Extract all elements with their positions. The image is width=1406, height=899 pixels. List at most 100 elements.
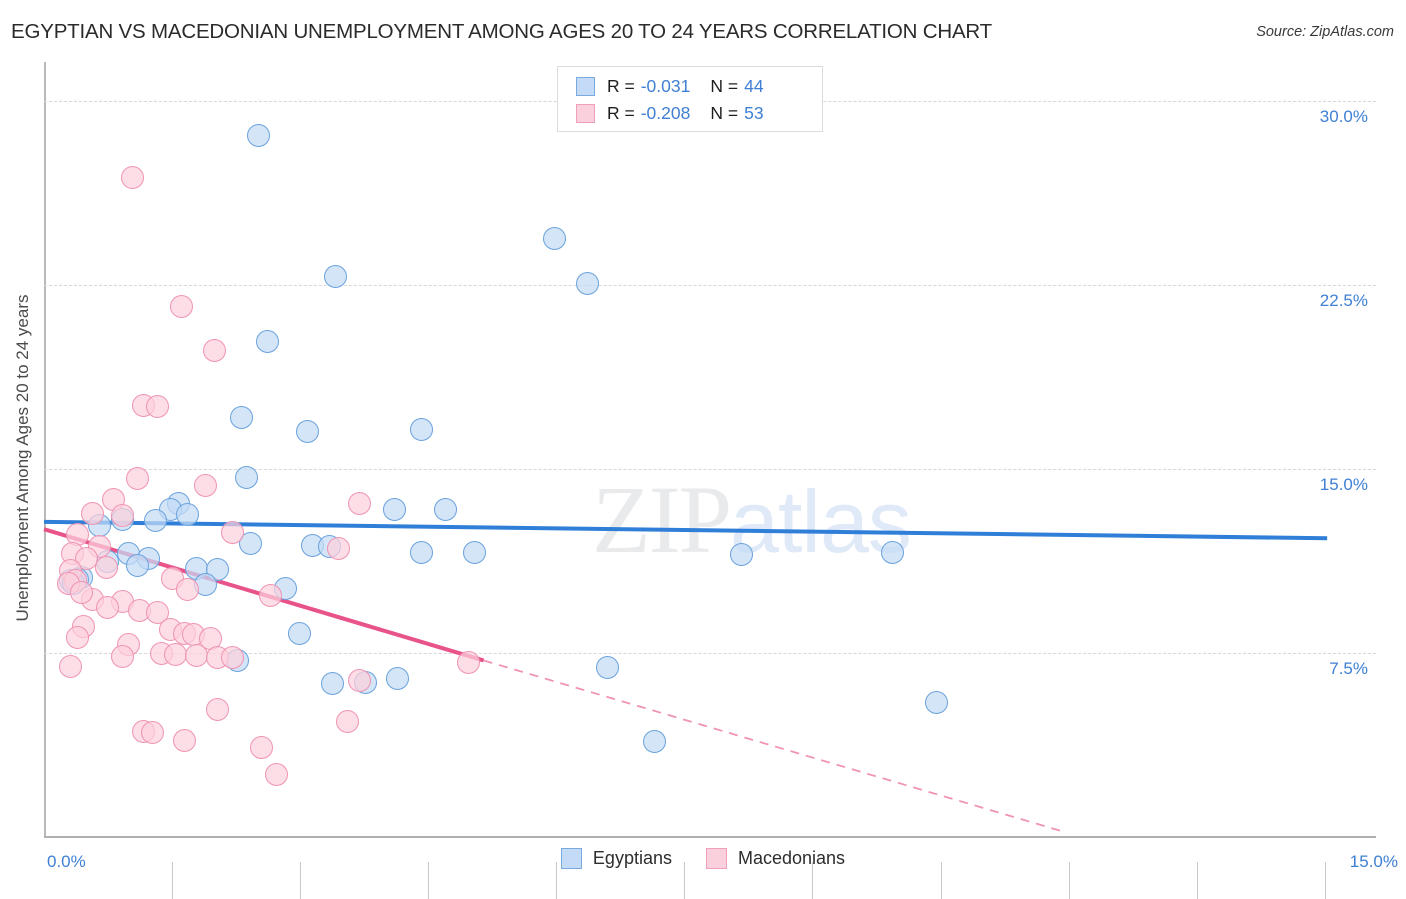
- gridline: [44, 469, 1376, 471]
- data-point-egyptians: [247, 124, 271, 148]
- source-label: Source: ZipAtlas.com: [1256, 24, 1394, 40]
- x-axis-tick: [684, 862, 686, 899]
- data-point-macedonians: [121, 165, 145, 189]
- macedonians-swatch-icon: [576, 104, 595, 123]
- data-point-egyptians: [238, 532, 262, 556]
- data-point-egyptians: [924, 690, 948, 714]
- egyptians-r-value: -0.031: [640, 76, 691, 96]
- data-point-egyptians: [543, 227, 567, 251]
- x-axis-tick: [556, 862, 558, 899]
- x-axis-tick: [812, 862, 814, 899]
- egyptians-r-label: R =: [607, 76, 635, 96]
- y-axis-tick-label: 15.0%: [1319, 475, 1368, 495]
- data-point-egyptians: [433, 498, 457, 522]
- data-point-macedonians: [265, 762, 289, 786]
- trend-lines: [43, 519, 1328, 832]
- page-title: EGYPTIAN VS MACEDONIAN UNEMPLOYMENT AMON…: [11, 20, 992, 43]
- y-axis-tick-label: 7.5%: [1329, 659, 1368, 679]
- data-point-macedonians: [336, 710, 360, 734]
- macedonians-r-label: R =: [607, 103, 635, 123]
- x-axis-line: [44, 836, 1376, 838]
- data-point-macedonians: [170, 294, 194, 318]
- legend-swatch-icon: [560, 848, 582, 869]
- stat-row-macedonians: R = -0.208 N = 53: [576, 100, 822, 127]
- data-point-egyptians: [296, 419, 320, 443]
- data-point-macedonians: [59, 655, 83, 679]
- macedonians-n-label: N =: [710, 103, 739, 123]
- data-point-macedonians: [194, 473, 218, 497]
- data-point-egyptians: [143, 509, 167, 533]
- y-axis-tick-label: 22.5%: [1319, 291, 1368, 311]
- data-point-macedonians: [172, 728, 196, 752]
- x-axis-tick: [940, 862, 942, 899]
- data-point-macedonians: [176, 577, 200, 601]
- statistics-legend: R = -0.031 N = 44 R = -0.208 N = 53: [557, 66, 823, 132]
- data-point-egyptians: [385, 667, 409, 691]
- data-point-macedonians: [163, 642, 187, 666]
- x-axis-tick: [1196, 862, 1198, 899]
- y-axis-tick-label: 30.0%: [1319, 107, 1368, 127]
- legend-label: Egyptians: [592, 848, 672, 868]
- data-point-macedonians: [69, 581, 93, 605]
- data-point-egyptians: [409, 418, 433, 442]
- y-axis-line: [44, 62, 46, 837]
- data-point-egyptians: [125, 554, 149, 578]
- data-point-egyptians: [643, 729, 667, 753]
- x-axis-tick: [1068, 862, 1070, 899]
- data-point-macedonians: [220, 521, 244, 545]
- data-point-macedonians: [110, 645, 134, 669]
- stat-row-egyptians: R = -0.031 N = 44: [576, 73, 822, 100]
- data-point-egyptians: [256, 330, 280, 354]
- data-point-macedonians: [81, 501, 105, 525]
- trend-line-extrapolation-macedonians: [483, 659, 1062, 832]
- data-point-egyptians: [383, 498, 407, 522]
- data-point-macedonians: [456, 651, 480, 675]
- series-legend: Egyptians Macedonians: [0, 848, 1406, 869]
- legend-entry-egyptians[interactable]: Egyptians: [560, 848, 672, 869]
- legend-entry-macedonians[interactable]: Macedonians: [705, 848, 846, 869]
- data-point-macedonians: [347, 491, 371, 515]
- legend-label: Macedonians: [737, 848, 846, 868]
- data-point-egyptians: [176, 502, 200, 526]
- data-point-egyptians: [463, 541, 487, 564]
- plot-area: ZIPatlas 30.0% 22.5% 15.0% 7.5%: [43, 62, 1376, 899]
- data-point-macedonians: [327, 537, 351, 561]
- data-point-macedonians: [258, 583, 282, 607]
- data-point-egyptians: [880, 541, 904, 564]
- x-axis-tick: [300, 862, 302, 899]
- x-axis-tick: [1324, 862, 1326, 899]
- data-point-egyptians: [288, 621, 312, 645]
- x-axis-max-label: 15.0%: [1349, 852, 1398, 871]
- data-point-macedonians: [125, 467, 149, 491]
- data-point-macedonians: [202, 338, 226, 362]
- data-point-macedonians: [140, 721, 164, 745]
- data-point-egyptians: [323, 265, 347, 289]
- data-point-egyptians: [321, 672, 345, 696]
- data-point-macedonians: [347, 668, 371, 692]
- data-point-egyptians: [234, 466, 258, 490]
- data-point-macedonians: [146, 601, 170, 625]
- gridline: [44, 285, 1376, 287]
- trend-line-egyptians: [43, 519, 1328, 541]
- data-point-macedonians: [96, 596, 120, 620]
- gridline: [44, 653, 1376, 655]
- egyptians-swatch-icon: [576, 77, 595, 96]
- legend-swatch-icon: [705, 848, 727, 869]
- data-point-egyptians: [575, 272, 599, 296]
- data-point-macedonians: [205, 697, 229, 721]
- data-point-macedonians: [146, 395, 170, 419]
- data-point-macedonians: [94, 555, 118, 579]
- x-axis-tick: [172, 862, 174, 899]
- data-point-macedonians: [66, 625, 90, 649]
- data-point-egyptians: [729, 543, 753, 567]
- macedonians-r-value: -0.208: [640, 103, 691, 123]
- data-point-egyptians: [596, 656, 620, 680]
- egyptians-n-label: N =: [710, 76, 739, 96]
- x-axis-min-label: 0.0%: [47, 852, 86, 871]
- macedonians-n-value: 53: [744, 103, 764, 123]
- data-point-macedonians: [250, 735, 274, 759]
- y-axis-title: Unemployment Among Ages 20 to 24 years: [13, 294, 32, 622]
- x-axis-tick: [428, 862, 430, 899]
- egyptians-n-value: 44: [744, 76, 764, 96]
